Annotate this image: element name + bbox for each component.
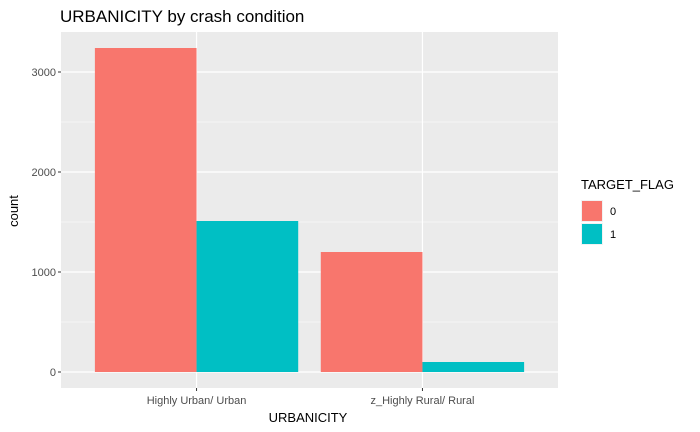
legend-label-0: 0 xyxy=(610,206,616,218)
bar-1-series-1 xyxy=(422,362,525,372)
bar-0-series-0 xyxy=(94,48,197,372)
legend-label-1: 1 xyxy=(610,229,616,241)
y-tick-label: 2000 xyxy=(32,167,56,179)
bar-0-series-1 xyxy=(196,221,299,372)
bars xyxy=(94,48,525,372)
x-tick-label: Highly Urban/ Urban xyxy=(147,395,247,407)
x-axis-title: URBANICITY xyxy=(269,410,348,425)
y-axis-title: count xyxy=(6,195,21,227)
chart-title: URBANICITY by crash condition xyxy=(60,7,304,26)
x-tick-label: z_Highly Rural/ Rural xyxy=(370,395,474,407)
bar-1-series-0 xyxy=(320,252,423,372)
legend-key-1 xyxy=(582,224,602,244)
y-tick-label: 1000 xyxy=(32,267,56,279)
y-tick-label: 3000 xyxy=(32,67,56,79)
y-tick-label: 0 xyxy=(50,367,56,379)
legend-title: TARGET_FLAG xyxy=(581,177,674,192)
x-axis-ticks: Highly Urban/ Urban z_Highly Rural/ Rural xyxy=(147,388,474,407)
y-axis-ticks: 0 1000 2000 3000 xyxy=(32,67,61,379)
legend-key-0 xyxy=(582,201,602,221)
legend: TARGET_FLAG 0 1 xyxy=(581,177,674,245)
